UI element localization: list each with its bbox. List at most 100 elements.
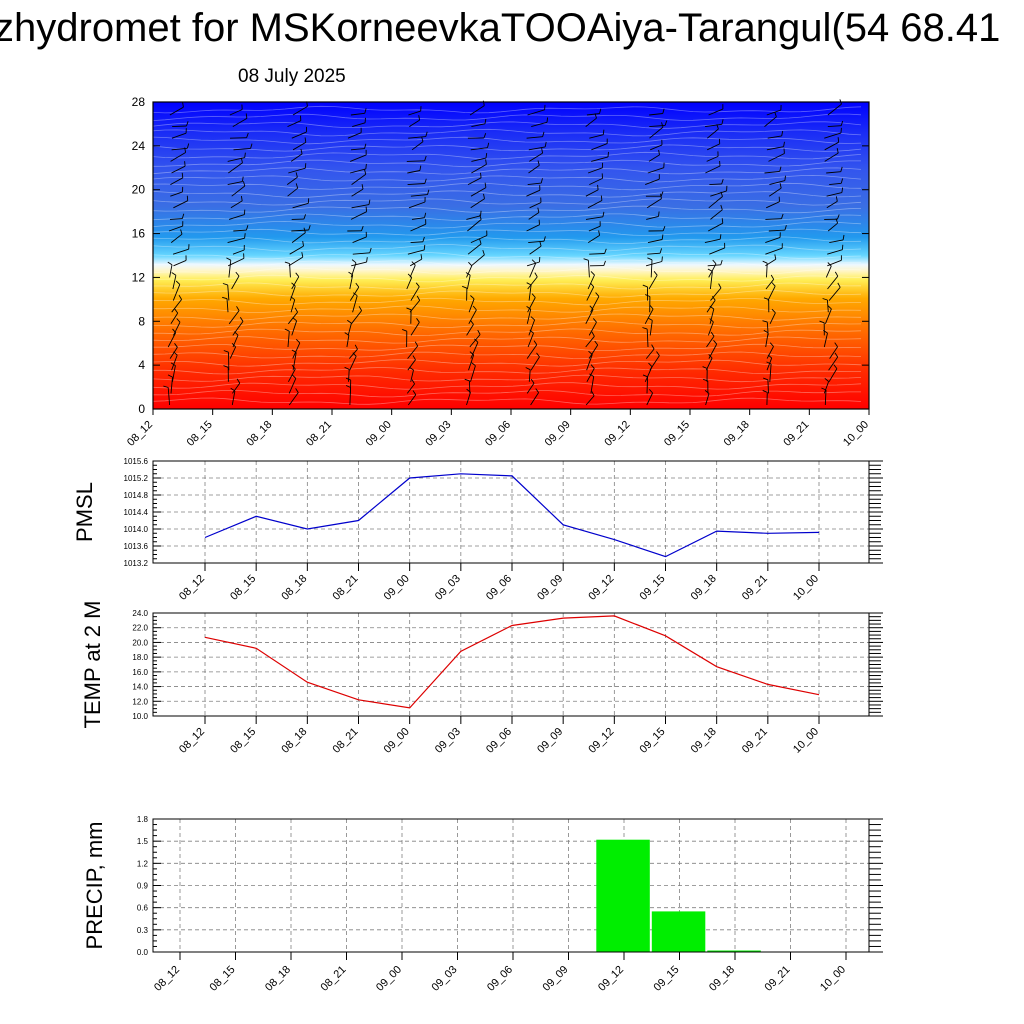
wind-barb: [823, 381, 830, 394]
y-tick-label: 28: [132, 95, 146, 109]
wind-barb-flag: [590, 271, 595, 276]
wind-barb: [352, 295, 358, 313]
cross-section-field: [153, 102, 869, 409]
contour-line: [152, 297, 862, 306]
wind-barb: [289, 245, 304, 255]
wind-barb: [172, 284, 181, 301]
contour-line: [152, 259, 862, 267]
x-tick-label: 09_06: [484, 573, 514, 603]
wind-barb-flag: [541, 148, 544, 154]
x-tick-label: 09_15: [662, 419, 692, 449]
wind-barb-flag: [592, 318, 597, 323]
wind-barb-flag: [250, 143, 253, 149]
wind-barb-flag: [304, 163, 307, 169]
x-tick-label: 08_12: [177, 726, 207, 756]
wind-barb-flag: [642, 284, 648, 288]
wind-barb: [768, 187, 782, 197]
wind-barb: [172, 125, 187, 128]
x-tick-label: 09_09: [535, 573, 565, 603]
wind-barb: [226, 298, 229, 313]
wind-barb-flag: [599, 108, 602, 114]
wind-barb: [824, 308, 832, 324]
wind-barb: [708, 263, 717, 278]
wind-barb-flag: [642, 374, 648, 378]
wind-barb: [585, 117, 597, 127]
y-tick-label: 8: [138, 314, 145, 328]
wind-barb-flag: [484, 118, 487, 124]
wind-barb-flag: [411, 379, 415, 385]
wind-barb-flag: [546, 117, 549, 123]
wind-barb: [409, 258, 423, 267]
wind-barb: [645, 348, 655, 359]
wind-barb: [172, 321, 181, 336]
wind-barb-flag: [720, 259, 723, 265]
wind-barb: [406, 277, 413, 290]
wind-barb-flag: [779, 183, 782, 189]
wind-barb-flag: [470, 295, 475, 300]
wind-barb-flag: [774, 254, 777, 260]
wind-barb: [526, 189, 541, 197]
x-tick-label: 09_18: [707, 964, 737, 994]
wind-barb-flag: [186, 143, 190, 149]
wind-barb-flag: [482, 249, 485, 256]
wind-barb-flag: [769, 342, 774, 347]
precip-bar: [596, 839, 650, 952]
wind-barb-flag: [660, 191, 664, 197]
wind-barb: [167, 332, 177, 348]
wind-barb-flag: [661, 234, 664, 240]
wind-barb: [705, 357, 713, 371]
wind-barb-flag: [365, 163, 367, 169]
wind-barb: [291, 229, 309, 232]
wind-barb: [587, 274, 595, 290]
x-tick-label: 09_00: [382, 573, 412, 603]
wind-barb: [170, 177, 184, 185]
x-tick-label: 09_21: [740, 573, 770, 603]
wind-barb: [707, 128, 719, 139]
wind-barb: [588, 225, 601, 232]
wind-barb-flag: [485, 153, 488, 159]
wind-barb-flag: [651, 344, 655, 350]
wind-barb: [589, 134, 604, 139]
wind-barb: [706, 155, 719, 162]
wind-barb: [827, 222, 838, 232]
wind-barb: [228, 310, 240, 325]
wind-barb-flag: [291, 282, 296, 287]
wind-barb: [292, 202, 309, 209]
wind-barb-flag: [186, 121, 189, 127]
wind-barb-flag: [543, 236, 546, 242]
x-tick-label: 09_18: [722, 419, 752, 449]
wind-barb: [228, 257, 245, 267]
wind-barb: [827, 103, 842, 116]
wind-barb-flag: [291, 374, 297, 379]
wind-barb-flag: [661, 122, 664, 128]
wind-barb: [827, 275, 839, 290]
wind-barb: [228, 260, 232, 278]
wind-barb: [288, 256, 304, 267]
wind-barb-flag: [658, 211, 660, 217]
wind-barb: [708, 343, 718, 359]
wind-barb: [764, 116, 777, 127]
wind-barb: [292, 342, 301, 359]
wind-barb-flag: [415, 282, 420, 287]
wind-barb-flag: [344, 366, 350, 370]
wind-barb: [827, 259, 842, 267]
wind-barb: [826, 201, 838, 209]
wind-barb: [529, 202, 542, 209]
y-tick-label: 1.5: [137, 837, 149, 846]
wind-barb-flag: [303, 214, 307, 220]
wind-barb-flag: [366, 257, 368, 263]
wind-barb: [709, 247, 725, 255]
y-tick-label: 16.0: [132, 668, 148, 677]
y-tick-label: 4: [138, 358, 145, 372]
wind-barb: [710, 287, 722, 301]
wind-barb: [173, 259, 187, 267]
wind-barb: [585, 309, 594, 325]
wind-barb-flag: [416, 318, 420, 323]
wind-barb-flag: [167, 374, 173, 378]
wind-barb: [351, 310, 362, 325]
wind-barb: [824, 152, 839, 162]
wind-barb: [648, 154, 660, 162]
wind-barb: [527, 333, 534, 348]
wind-barb: [470, 235, 488, 244]
wind-barb: [648, 274, 658, 290]
